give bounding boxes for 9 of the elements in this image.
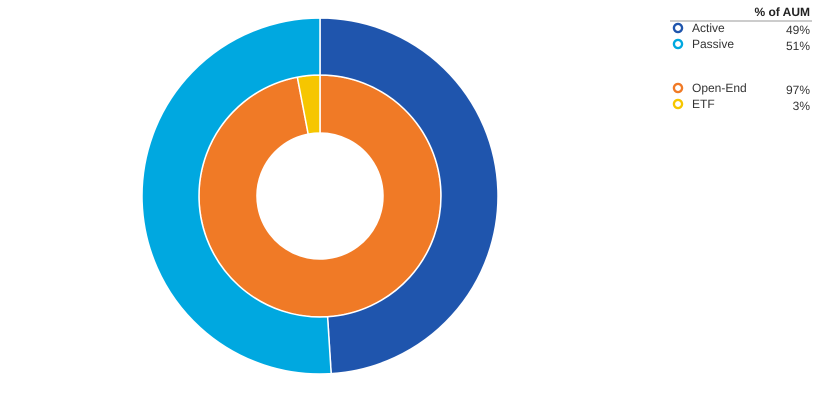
text: 3% [792, 99, 810, 113]
legend-label: Open-End [692, 81, 747, 95]
text: 49% [786, 23, 810, 37]
text: 51% [786, 39, 810, 53]
legend-label: Active [692, 21, 726, 35]
legend-title: % of AUM [754, 5, 810, 19]
text: 97% [786, 83, 810, 97]
legend-label: ETF [692, 97, 715, 111]
legend-label: Passive [692, 37, 734, 51]
